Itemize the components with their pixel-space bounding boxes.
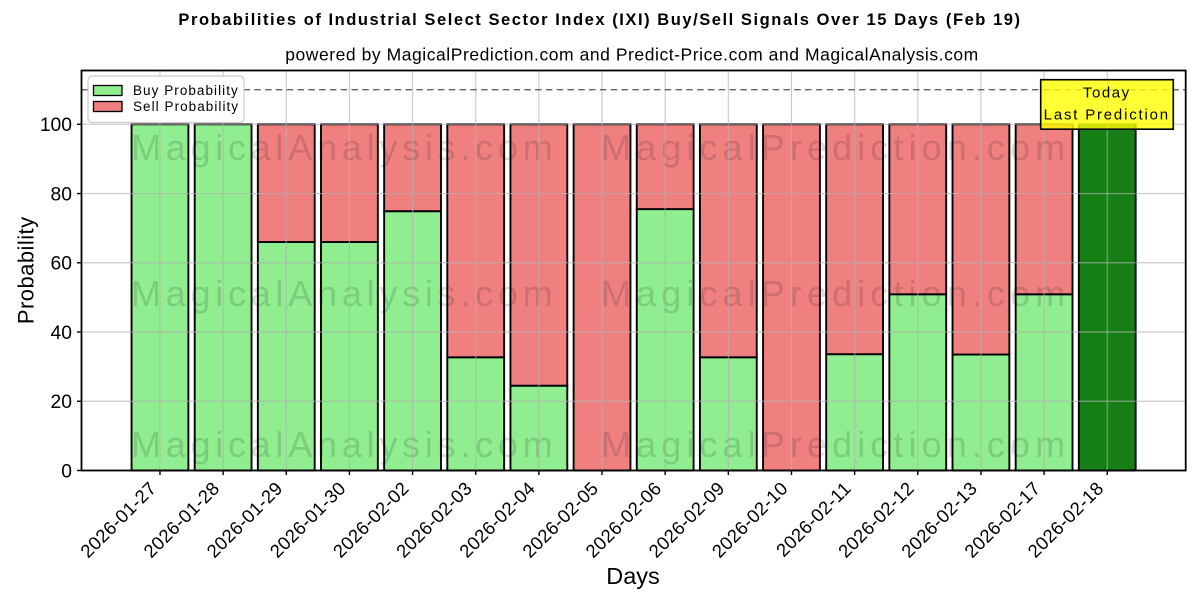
svg-text:MagicalPrediction.com: MagicalPrediction.com (601, 424, 1070, 465)
svg-text:Last Prediction: Last Prediction (1044, 106, 1170, 123)
svg-text:100: 100 (40, 115, 72, 136)
svg-text:60: 60 (51, 254, 72, 275)
svg-text:MagicalAnalysis.com: MagicalAnalysis.com (131, 127, 557, 168)
svg-text:MagicalAnalysis.com: MagicalAnalysis.com (131, 424, 557, 465)
svg-text:Probability: Probability (14, 216, 39, 324)
svg-text:Buy Probability: Buy Probability (133, 83, 239, 98)
svg-text:MagicalPrediction.com: MagicalPrediction.com (601, 273, 1070, 314)
svg-text:20: 20 (51, 392, 72, 413)
svg-text:Days: Days (606, 563, 660, 589)
svg-text:Sell Probability: Sell Probability (133, 99, 239, 114)
svg-text:Today: Today (1083, 85, 1131, 102)
svg-text:40: 40 (51, 323, 72, 344)
svg-text:MagicalPrediction.com: MagicalPrediction.com (601, 127, 1070, 168)
svg-text:0: 0 (61, 461, 72, 482)
svg-text:Probabilities of Industrial Se: Probabilities of Industrial Select Secto… (178, 11, 1021, 29)
svg-text:MagicalAnalysis.com: MagicalAnalysis.com (131, 273, 557, 314)
svg-text:powered by MagicalPrediction.c: powered by MagicalPrediction.com and Pre… (285, 45, 979, 65)
svg-text:80: 80 (51, 184, 72, 205)
